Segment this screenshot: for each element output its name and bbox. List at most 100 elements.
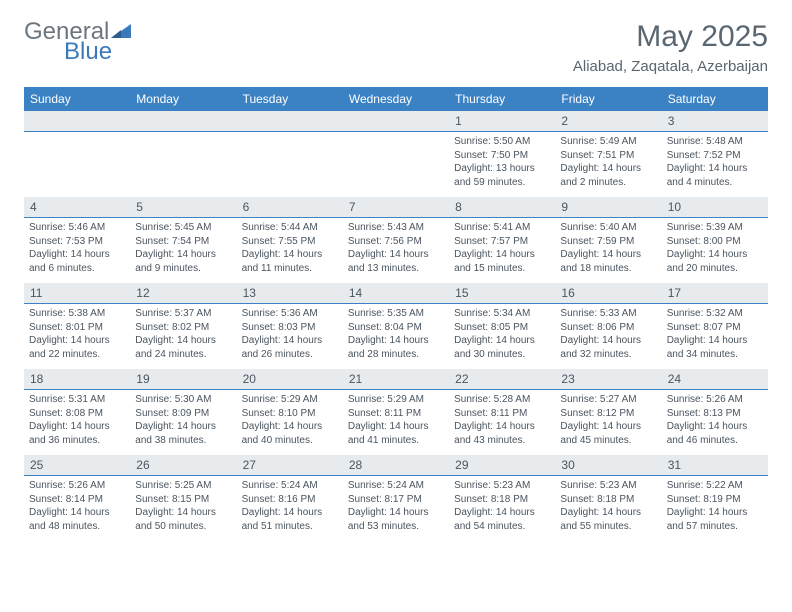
daylight-text-1: Daylight: 14 hours: [242, 248, 338, 262]
day-cell: Sunrise: 5:25 AMSunset: 8:15 PMDaylight:…: [130, 476, 236, 541]
daylight-text-2: and 54 minutes.: [454, 520, 550, 534]
day-cell: Sunrise: 5:44 AMSunset: 7:55 PMDaylight:…: [237, 218, 343, 283]
sunset-text: Sunset: 8:06 PM: [560, 321, 656, 335]
day-cell: Sunrise: 5:38 AMSunset: 8:01 PMDaylight:…: [24, 304, 130, 369]
week-info-row: Sunrise: 5:38 AMSunset: 8:01 PMDaylight:…: [24, 304, 768, 369]
daylight-text-1: Daylight: 14 hours: [29, 506, 125, 520]
sunset-text: Sunset: 7:56 PM: [348, 235, 444, 249]
sunrise-text: Sunrise: 5:24 AM: [242, 479, 338, 493]
daylight-text-1: Daylight: 14 hours: [348, 334, 444, 348]
sunrise-text: Sunrise: 5:28 AM: [454, 393, 550, 407]
sunset-text: Sunset: 8:10 PM: [242, 407, 338, 421]
day-cell-empty: [24, 132, 130, 197]
daylight-text-2: and 34 minutes.: [667, 348, 763, 362]
sunrise-text: Sunrise: 5:45 AM: [135, 221, 231, 235]
daylight-text-1: Daylight: 14 hours: [667, 334, 763, 348]
sunrise-text: Sunrise: 5:36 AM: [242, 307, 338, 321]
title-block: May 2025 Aliabad, Zaqatala, Azerbaijan: [573, 20, 768, 75]
week-info-row: Sunrise: 5:50 AMSunset: 7:50 PMDaylight:…: [24, 132, 768, 197]
sunrise-text: Sunrise: 5:29 AM: [348, 393, 444, 407]
day-cell-empty: [130, 132, 236, 197]
day-cell: Sunrise: 5:45 AMSunset: 7:54 PMDaylight:…: [130, 218, 236, 283]
daylight-text-1: Daylight: 14 hours: [135, 248, 231, 262]
sunrise-text: Sunrise: 5:38 AM: [29, 307, 125, 321]
daylight-text-2: and 41 minutes.: [348, 434, 444, 448]
sunrise-text: Sunrise: 5:41 AM: [454, 221, 550, 235]
day-cell: Sunrise: 5:39 AMSunset: 8:00 PMDaylight:…: [662, 218, 768, 283]
sunset-text: Sunset: 8:18 PM: [454, 493, 550, 507]
daylight-text-1: Daylight: 14 hours: [454, 334, 550, 348]
sunrise-text: Sunrise: 5:22 AM: [667, 479, 763, 493]
daylight-text-1: Daylight: 14 hours: [560, 506, 656, 520]
daylight-text-1: Daylight: 14 hours: [135, 420, 231, 434]
daylight-text-2: and 2 minutes.: [560, 176, 656, 190]
sunset-text: Sunset: 8:19 PM: [667, 493, 763, 507]
date-number: 10: [662, 197, 768, 218]
daylight-text-2: and 28 minutes.: [348, 348, 444, 362]
day-cell: Sunrise: 5:26 AMSunset: 8:13 PMDaylight:…: [662, 390, 768, 455]
date-number: 20: [237, 369, 343, 390]
week-date-band: 45678910: [24, 197, 768, 218]
day-cell: Sunrise: 5:27 AMSunset: 8:12 PMDaylight:…: [555, 390, 661, 455]
daylight-text-1: Daylight: 14 hours: [29, 334, 125, 348]
daylight-text-2: and 51 minutes.: [242, 520, 338, 534]
daylight-text-2: and 53 minutes.: [348, 520, 444, 534]
week-date-band: 18192021222324: [24, 369, 768, 390]
daylight-text-2: and 13 minutes.: [348, 262, 444, 276]
day-cell: Sunrise: 5:41 AMSunset: 7:57 PMDaylight:…: [449, 218, 555, 283]
sunrise-text: Sunrise: 5:30 AM: [135, 393, 231, 407]
day-header-saturday: Saturday: [662, 87, 768, 111]
day-header-sunday: Sunday: [24, 87, 130, 111]
date-number: 15: [449, 283, 555, 304]
day-cell: Sunrise: 5:26 AMSunset: 8:14 PMDaylight:…: [24, 476, 130, 541]
date-number: 2: [555, 111, 661, 132]
sunset-text: Sunset: 8:14 PM: [29, 493, 125, 507]
date-number: 1: [449, 111, 555, 132]
daylight-text-2: and 30 minutes.: [454, 348, 550, 362]
day-cell: Sunrise: 5:24 AMSunset: 8:17 PMDaylight:…: [343, 476, 449, 541]
date-empty: [343, 111, 449, 132]
day-cell: Sunrise: 5:49 AMSunset: 7:51 PMDaylight:…: [555, 132, 661, 197]
sunrise-text: Sunrise: 5:34 AM: [454, 307, 550, 321]
daylight-text-1: Daylight: 14 hours: [242, 420, 338, 434]
daylight-text-2: and 36 minutes.: [29, 434, 125, 448]
weeks-container: 123Sunrise: 5:50 AMSunset: 7:50 PMDaylig…: [24, 111, 768, 541]
date-empty: [130, 111, 236, 132]
sunset-text: Sunset: 7:55 PM: [242, 235, 338, 249]
daylight-text-1: Daylight: 14 hours: [454, 506, 550, 520]
day-cell: Sunrise: 5:40 AMSunset: 7:59 PMDaylight:…: [555, 218, 661, 283]
week-date-band: 25262728293031: [24, 455, 768, 476]
sunrise-text: Sunrise: 5:44 AM: [242, 221, 338, 235]
daylight-text-2: and 11 minutes.: [242, 262, 338, 276]
date-number: 6: [237, 197, 343, 218]
daylight-text-2: and 59 minutes.: [454, 176, 550, 190]
day-cell: Sunrise: 5:28 AMSunset: 8:11 PMDaylight:…: [449, 390, 555, 455]
daylight-text-2: and 43 minutes.: [454, 434, 550, 448]
daylight-text-2: and 4 minutes.: [667, 176, 763, 190]
day-cell: Sunrise: 5:29 AMSunset: 8:10 PMDaylight:…: [237, 390, 343, 455]
daylight-text-2: and 38 minutes.: [135, 434, 231, 448]
daylight-text-2: and 48 minutes.: [29, 520, 125, 534]
daylight-text-1: Daylight: 14 hours: [560, 248, 656, 262]
sunrise-text: Sunrise: 5:27 AM: [560, 393, 656, 407]
daylight-text-1: Daylight: 14 hours: [135, 334, 231, 348]
sunrise-text: Sunrise: 5:31 AM: [29, 393, 125, 407]
daylight-text-2: and 26 minutes.: [242, 348, 338, 362]
day-header-monday: Monday: [130, 87, 236, 111]
sunrise-text: Sunrise: 5:43 AM: [348, 221, 444, 235]
daylight-text-1: Daylight: 14 hours: [242, 506, 338, 520]
sunset-text: Sunset: 8:16 PM: [242, 493, 338, 507]
day-cell: Sunrise: 5:31 AMSunset: 8:08 PMDaylight:…: [24, 390, 130, 455]
day-cell: Sunrise: 5:23 AMSunset: 8:18 PMDaylight:…: [555, 476, 661, 541]
daylight-text-1: Daylight: 13 hours: [454, 162, 550, 176]
date-number: 30: [555, 455, 661, 476]
date-number: 17: [662, 283, 768, 304]
sunrise-text: Sunrise: 5:33 AM: [560, 307, 656, 321]
daylight-text-2: and 20 minutes.: [667, 262, 763, 276]
date-number: 11: [24, 283, 130, 304]
week-info-row: Sunrise: 5:26 AMSunset: 8:14 PMDaylight:…: [24, 476, 768, 541]
day-cell: Sunrise: 5:33 AMSunset: 8:06 PMDaylight:…: [555, 304, 661, 369]
date-number: 27: [237, 455, 343, 476]
sunset-text: Sunset: 8:00 PM: [667, 235, 763, 249]
day-header-thursday: Thursday: [449, 87, 555, 111]
